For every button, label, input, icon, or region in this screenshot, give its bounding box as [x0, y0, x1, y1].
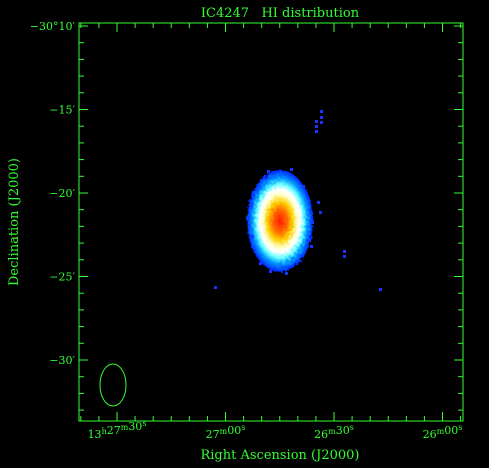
- noise-pixel: [269, 270, 272, 273]
- noise-pixel: [315, 125, 318, 128]
- noise-pixel: [319, 211, 322, 214]
- noise-pixel: [343, 255, 346, 258]
- noise-pixel: [320, 121, 323, 124]
- noise-pixels: [214, 110, 382, 291]
- noise-pixel: [214, 286, 217, 289]
- noise-pixel: [315, 130, 318, 133]
- map-title: IC4247 HI distribution: [201, 6, 360, 21]
- noise-pixel: [290, 168, 293, 171]
- x-tick-label: 27m00s: [206, 423, 246, 441]
- noise-pixel: [259, 262, 262, 265]
- x-tick-labels: 13h27m30s 27m00s 26m30s 26m00s: [88, 419, 463, 441]
- noise-pixel: [285, 272, 288, 275]
- y-axis-label: Declination (J2000): [7, 158, 22, 286]
- beam-ellipse: [99, 363, 127, 407]
- noise-pixel: [320, 116, 323, 119]
- x-tick-label: 13h27m30s: [88, 419, 147, 441]
- noise-pixel: [251, 235, 254, 238]
- noise-pixel: [379, 288, 382, 291]
- y-tick-label: −20′: [49, 187, 75, 200]
- x-tick-label: 26m00s: [423, 423, 463, 441]
- plot-frame: [78, 22, 464, 422]
- axis-ticks: [79, 23, 463, 421]
- noise-pixel: [267, 170, 270, 173]
- y-tick-labels: −30°10′ −15′ −20′ −25′ −30′: [30, 20, 76, 367]
- noise-pixel: [308, 239, 311, 242]
- noise-pixel: [317, 201, 320, 204]
- galaxy-emission: [247, 170, 313, 272]
- noise-pixel: [302, 185, 305, 188]
- noise-pixel: [320, 110, 323, 113]
- noise-pixel: [343, 250, 346, 253]
- y-tick-label: −25′: [49, 271, 75, 284]
- noise-pixel: [310, 245, 313, 248]
- noise-pixel: [315, 120, 318, 123]
- x-tick-label: 26m30s: [314, 423, 354, 441]
- y-tick-label: −30′: [49, 354, 75, 367]
- y-tick-label: −30°10′: [30, 20, 76, 33]
- x-axis-label: Right Ascension (J2000): [200, 448, 359, 463]
- y-tick-label: −15′: [49, 104, 75, 117]
- noise-pixel: [249, 204, 252, 207]
- noise-pixel: [311, 221, 314, 224]
